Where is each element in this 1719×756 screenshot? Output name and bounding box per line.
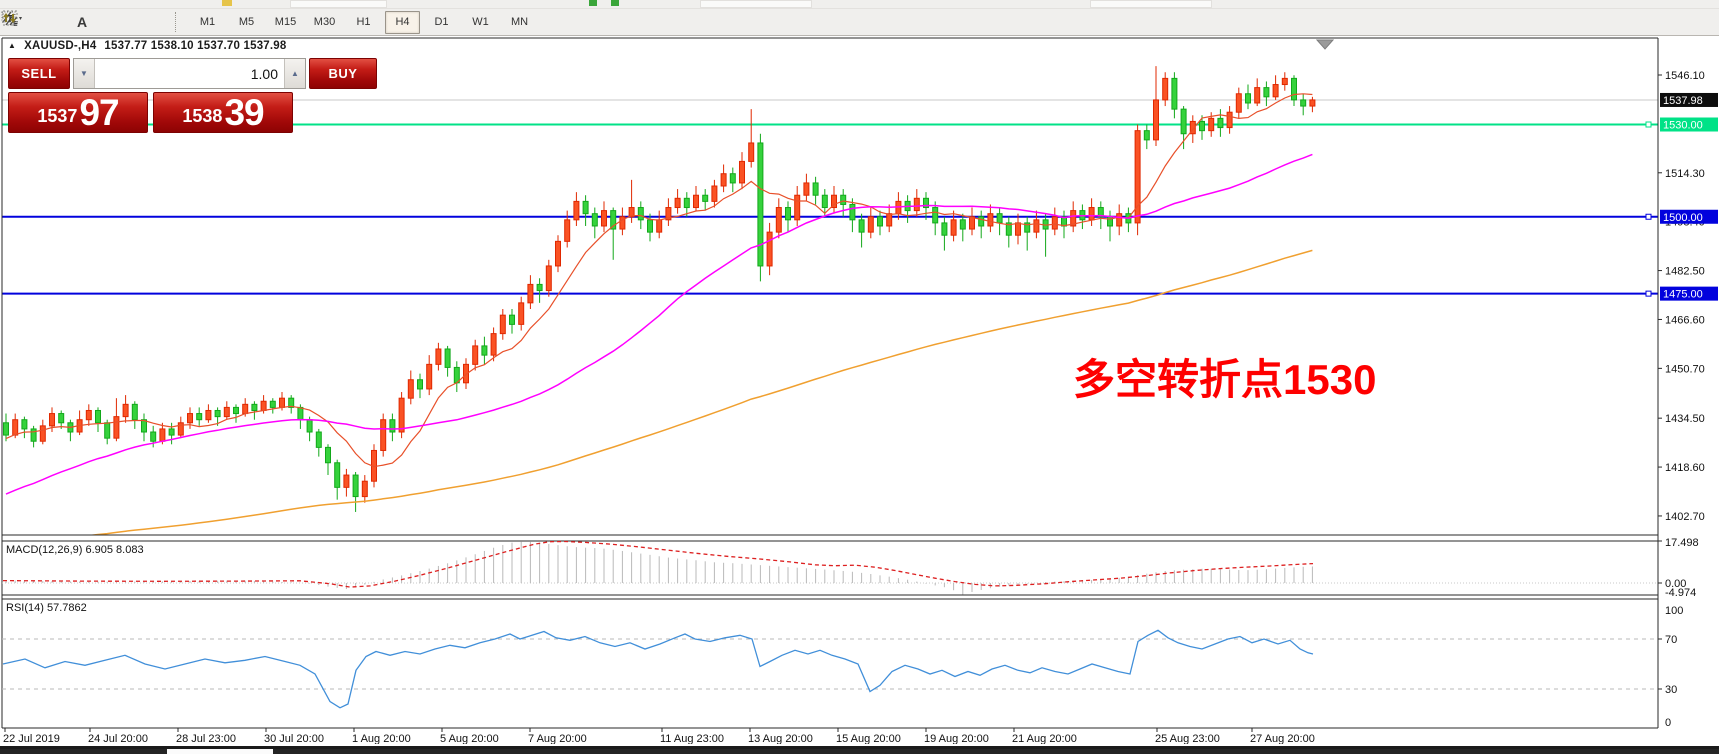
timeframe-w1-button[interactable]: W1 bbox=[472, 16, 489, 28]
timeframe-mn-button[interactable]: MN bbox=[510, 16, 529, 28]
price-tick-1418.60: 1418.60 bbox=[1665, 462, 1705, 474]
price-tick-1402.70: 1402.70 bbox=[1665, 511, 1705, 523]
macd-indicator-label: MACD(12,26,9) 6.905 8.083 bbox=[6, 544, 144, 556]
toolbar-separator bbox=[175, 12, 182, 32]
rsi-70-label: 70 bbox=[1665, 634, 1677, 646]
current-price-badge-label: 1537.98 bbox=[1663, 95, 1703, 107]
toolbar-fragment-box-2 bbox=[700, 0, 812, 8]
time-label-21-Aug-20-00: 21 Aug 20:00 bbox=[1012, 733, 1077, 744]
time-label-1-Aug-20-00: 1 Aug 20:00 bbox=[352, 733, 411, 744]
buy-price-pips: 39 bbox=[224, 92, 264, 133]
rsi-0-label: 0 bbox=[1665, 717, 1671, 729]
timeframe-h1-button[interactable]: H1 bbox=[356, 16, 371, 28]
timeframe-m1-button[interactable]: M1 bbox=[199, 16, 216, 28]
price-tick-1450.70: 1450.70 bbox=[1665, 363, 1705, 375]
level-line-handle-1475.00 bbox=[1645, 290, 1652, 297]
time-label-19-Aug-20-00: 19 Aug 20:00 bbox=[924, 733, 989, 744]
level-1475.00-badge-label: 1475.00 bbox=[1663, 289, 1703, 301]
level-line-handle-1530.00 bbox=[1645, 121, 1652, 128]
level-1500.00-badge-label: 1500.00 bbox=[1663, 212, 1703, 224]
level-1530.00-badge bbox=[1660, 117, 1718, 132]
toolbar-fragment-box-3 bbox=[1090, 0, 1212, 8]
price-tick-1434.50: 1434.50 bbox=[1665, 413, 1705, 425]
one-click-trading-panel: SELL ▼ ▲ BUY 1537 97 1538 39 bbox=[8, 58, 377, 133]
price-tick-1514.30: 1514.30 bbox=[1665, 168, 1705, 180]
level-1475.00-badge bbox=[1660, 286, 1718, 301]
price-tick-1466.60: 1466.60 bbox=[1665, 314, 1705, 326]
sell-price-pips: 97 bbox=[79, 92, 119, 133]
sell-button[interactable]: SELL bbox=[8, 58, 70, 89]
macd-max-label: 17.498 bbox=[1665, 537, 1699, 549]
toolbar-fragment-green-3 bbox=[611, 0, 619, 6]
timeframe-m15-button[interactable]: M15 bbox=[274, 16, 297, 28]
text-tool-icon[interactable]: A bbox=[76, 14, 88, 30]
chart-tab-bar bbox=[0, 749, 1719, 754]
chart-shift-marker-icon bbox=[1315, 39, 1335, 50]
window-bottom-edge bbox=[0, 744, 1719, 754]
macd-zero-label: 0.00 bbox=[1665, 578, 1686, 590]
time-label-30-Jul-20-00: 30 Jul 20:00 bbox=[264, 733, 324, 744]
time-label-7-Aug-20-00: 7 Aug 20:00 bbox=[528, 733, 587, 744]
volume-increase-button[interactable]: ▲ bbox=[284, 59, 305, 88]
time-label-13-Aug-20-00: 13 Aug 20:00 bbox=[748, 733, 813, 744]
volume-stepper: ▼ ▲ bbox=[73, 58, 306, 89]
timeframe-h4-button[interactable]: H4 bbox=[385, 10, 420, 34]
time-label-27-Aug-20-00: 27 Aug 20:00 bbox=[1250, 733, 1315, 744]
sell-price-integer: 1537 bbox=[37, 106, 78, 126]
timeframe-m5-button[interactable]: M5 bbox=[238, 16, 255, 28]
price-tick-1546.10: 1546.10 bbox=[1665, 70, 1705, 82]
time-label-15-Aug-20-00: 15 Aug 20:00 bbox=[836, 733, 901, 744]
chart-window: 多空转折点1530 1546.10 1514.30 1482.50 1466.60 145… bbox=[0, 36, 1719, 744]
macd-min-label: -4.974 bbox=[1665, 587, 1696, 599]
arrow-objects-tool-icon[interactable] bbox=[3, 10, 158, 34]
buy-quote-panel[interactable]: 1538 39 bbox=[153, 92, 293, 133]
rsi-30-label: 30 bbox=[1665, 684, 1677, 696]
volume-decrease-button[interactable]: ▼ bbox=[74, 59, 95, 88]
time-label-28-Jul-23-00: 28 Jul 23:00 bbox=[176, 733, 236, 744]
timeframe-d1-button[interactable]: D1 bbox=[434, 16, 449, 28]
price-tick-1482.50: 1482.50 bbox=[1665, 266, 1705, 278]
time-label-24-Jul-20-00: 24 Jul 20:00 bbox=[88, 733, 148, 744]
candles-and-mas bbox=[3, 66, 1316, 535]
level-1500.00-badge bbox=[1660, 209, 1718, 224]
chart-annotation-text: 多空转折点1530 bbox=[1073, 356, 1376, 403]
current-price-badge bbox=[1660, 92, 1718, 107]
ohlc-values: 1537.77 1538.10 1537.70 1537.98 bbox=[104, 40, 287, 52]
toolbar-fragment-yellow bbox=[222, 0, 232, 6]
buy-button[interactable]: BUY bbox=[309, 58, 377, 89]
chart-background bbox=[0, 36, 1719, 744]
toolbar-overflow-strip bbox=[0, 0, 1719, 9]
svg-text:E: E bbox=[13, 21, 18, 27]
time-label-25-Aug-23-00: 25 Aug 23:00 bbox=[1155, 733, 1220, 744]
timeframe-m30-button[interactable]: M30 bbox=[313, 16, 336, 28]
time-label-5-Aug-20-00: 5 Aug 20:00 bbox=[440, 733, 499, 744]
grid-f-tool-icon[interactable]: F bbox=[1, 10, 65, 34]
timeframe-buttons-group: M1 M5 M15 M30 H1 H4 D1 W1 MN bbox=[190, 10, 541, 34]
text-label-tool-icon[interactable]: T bbox=[2, 10, 127, 34]
active-chart-tab[interactable] bbox=[167, 749, 273, 754]
rsi-indicator-label: RSI(14) 57.7862 bbox=[6, 602, 87, 614]
volume-input[interactable] bbox=[95, 59, 284, 88]
toolbar-fragment-green-2 bbox=[589, 0, 597, 6]
window-border-line bbox=[0, 746, 1719, 749]
sell-quote-panel[interactable]: 1537 97 bbox=[8, 92, 148, 133]
macd-signal-line bbox=[2, 540, 1314, 588]
chart-title: ▲ XAUUSD-,H4 1537.77 1538.10 1537.70 153… bbox=[8, 40, 287, 52]
buy-price-integer: 1538 bbox=[182, 106, 223, 126]
level-line-handle-1500.00 bbox=[1645, 213, 1652, 220]
rsi-100-label: 100 bbox=[1665, 605, 1683, 617]
svg-text:T: T bbox=[7, 14, 13, 25]
price-chart-canvas[interactable]: 多空转折点1530 1546.10 1514.30 1482.50 1466.60 145… bbox=[0, 36, 1719, 744]
rsi-line bbox=[2, 629, 1314, 709]
toolbar-fragment-box-1 bbox=[290, 0, 387, 8]
time-label-22-Jul-2019: 22 Jul 2019 bbox=[3, 733, 60, 744]
collapse-triangle-icon[interactable]: ▲ bbox=[8, 40, 17, 50]
time-label-11-Aug-23-00: 11 Aug 23:00 bbox=[660, 733, 724, 744]
symbol-period-label: XAUUSD-,H4 bbox=[24, 40, 97, 52]
level-1530.00-badge-label: 1530.00 bbox=[1663, 120, 1703, 132]
svg-text:F: F bbox=[14, 21, 18, 27]
